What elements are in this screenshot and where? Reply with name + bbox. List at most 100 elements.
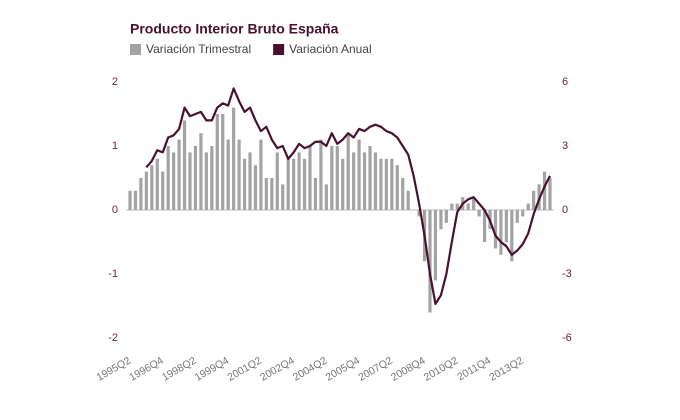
bar <box>472 197 476 210</box>
bar <box>232 107 236 210</box>
bar <box>193 146 198 210</box>
bar <box>450 203 454 210</box>
x-tick-label: 2004Q2 <box>291 355 329 384</box>
bar <box>493 210 498 249</box>
bar <box>373 152 378 210</box>
bar <box>542 171 547 210</box>
bar <box>379 158 383 210</box>
x-tick-label: 2010Q2 <box>422 355 460 384</box>
x-tick-label: 1998Q2 <box>160 355 198 384</box>
bar <box>226 139 230 210</box>
bar <box>330 146 334 210</box>
bar <box>466 203 470 210</box>
bar <box>237 139 241 210</box>
bar <box>499 210 503 255</box>
bar <box>161 171 165 210</box>
x-tick-label: 1996Q4 <box>127 355 165 384</box>
bar <box>444 210 448 223</box>
bar <box>242 158 247 210</box>
bar <box>362 152 367 210</box>
bar <box>264 178 268 210</box>
bar <box>150 165 154 210</box>
bar <box>319 139 323 210</box>
x-tick-label: 2005Q4 <box>324 355 362 384</box>
y2-tick-label: -6 <box>562 332 572 344</box>
bar <box>308 146 312 210</box>
legend-swatch <box>273 44 285 55</box>
bar <box>248 152 252 210</box>
x-tick-label: 2013Q2 <box>487 355 525 384</box>
bar <box>357 139 361 210</box>
bar <box>341 158 345 210</box>
bar <box>166 146 170 210</box>
x-tick-label: 2007Q2 <box>356 355 394 384</box>
x-tick-label: 2011Q4 <box>455 355 493 384</box>
bar <box>133 190 138 210</box>
bar <box>515 210 519 223</box>
bar <box>259 139 263 210</box>
bar <box>172 152 176 210</box>
bar <box>302 158 307 210</box>
bar <box>139 178 143 210</box>
y2-tick-label: 6 <box>562 76 568 88</box>
legend-label: Variación Anual <box>289 42 372 56</box>
y2-tick-label: -3 <box>562 268 572 280</box>
bar <box>352 152 356 210</box>
bar <box>384 158 388 210</box>
chart-title: Producto Interior Bruto España <box>130 21 339 37</box>
line <box>145 87 551 305</box>
bar <box>221 114 225 210</box>
bar <box>324 184 328 210</box>
bar <box>428 210 432 313</box>
x-tick-label: 2001Q2 <box>225 355 263 384</box>
bar <box>155 158 159 210</box>
y-tick-label: 1 <box>112 140 118 152</box>
x-tick-label: 1995Q2 <box>95 355 133 384</box>
bar <box>292 158 296 210</box>
bar <box>210 146 214 210</box>
bar <box>417 210 421 217</box>
y-tick-label: 2 <box>112 76 118 88</box>
bar <box>346 133 350 210</box>
bar <box>199 133 203 210</box>
bar <box>532 190 536 210</box>
bar <box>286 158 290 210</box>
bar <box>253 165 258 210</box>
bar <box>521 210 525 217</box>
bar <box>188 152 192 210</box>
bar <box>477 210 481 217</box>
bar <box>281 184 285 210</box>
bar <box>548 178 552 210</box>
bar <box>439 210 443 230</box>
y-tick-label: -1 <box>108 268 118 280</box>
x-tick-label: 2002Q4 <box>258 355 296 384</box>
bar <box>335 146 339 210</box>
y2-tick-label: 3 <box>562 140 568 152</box>
bar <box>401 178 405 210</box>
x-tick-label: 2008Q4 <box>389 355 427 384</box>
bar <box>368 146 372 210</box>
bar <box>313 178 318 210</box>
x-tick-label: 1999Q4 <box>193 355 231 384</box>
bar <box>275 152 279 210</box>
bar <box>128 190 132 210</box>
bar <box>433 210 438 281</box>
y2-tick-label: 0 <box>562 204 568 216</box>
bar <box>182 120 187 210</box>
bar <box>177 139 181 210</box>
legend-label: Variación Trimestral <box>146 42 251 56</box>
y-tick-label: -2 <box>108 332 118 344</box>
bar <box>482 210 487 242</box>
bar <box>455 203 459 210</box>
bar <box>395 165 399 210</box>
bar <box>204 152 208 210</box>
bar <box>390 158 394 210</box>
bar <box>504 210 508 242</box>
y-tick-label: 0 <box>112 204 118 216</box>
bar <box>144 171 148 210</box>
bar <box>510 210 514 262</box>
bar <box>297 152 301 210</box>
bar <box>526 203 530 210</box>
legend-swatch <box>130 44 141 55</box>
